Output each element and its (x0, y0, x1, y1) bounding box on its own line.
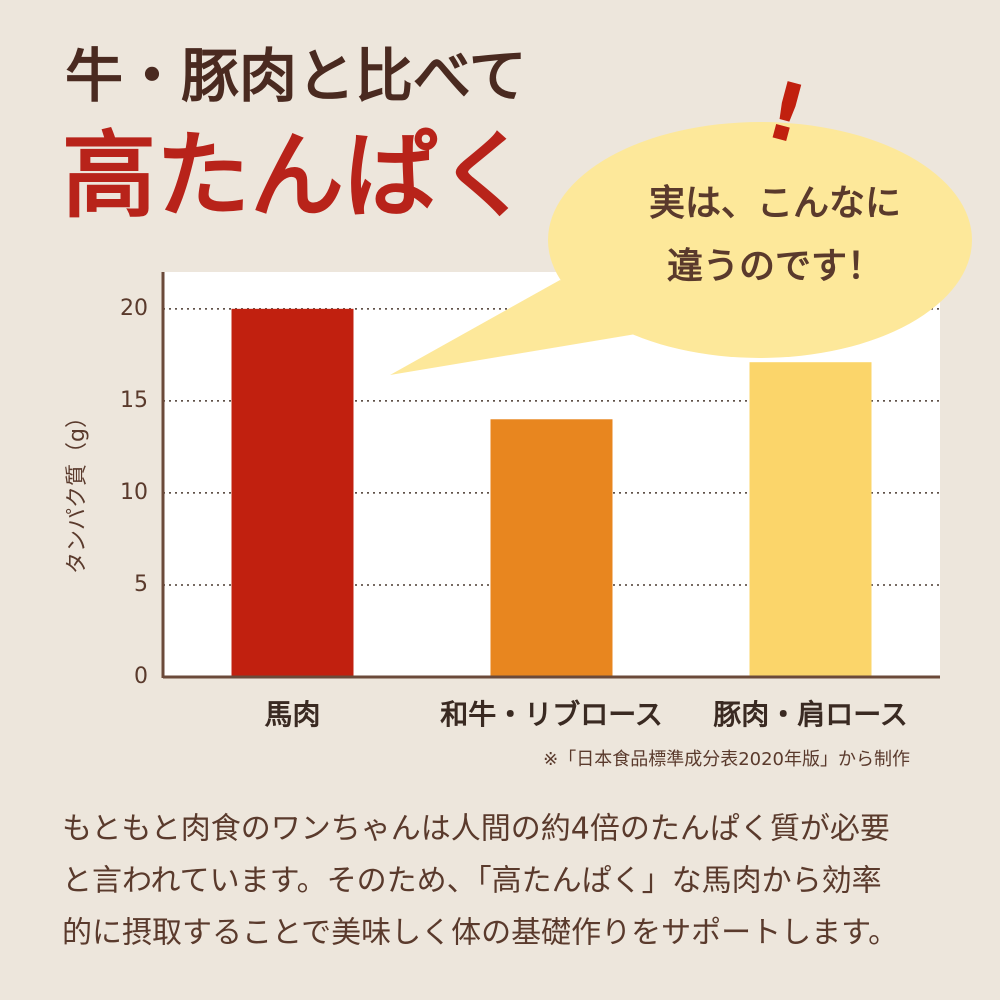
chart-subtitle: 高たんぱく (62, 122, 532, 231)
bar (490, 419, 613, 677)
y-tick-label: 10 (120, 480, 148, 505)
paragraph-line: もともと肉食のワンちゃんは人間の約4倍のたんぱく質が必要 (62, 812, 890, 847)
x-tick-label: 和牛・リブロース (440, 698, 663, 731)
paragraph-line: と言われています。そのため、「高たんぱく」な馬肉から効率 (62, 864, 882, 899)
paragraph-line: 的に摂取することで美味しく体の基礎作りをサポートします。 (62, 916, 898, 951)
source-note: ※「日本食品標準成分表2020年版」から制作 (543, 749, 910, 770)
y-axis-label: タンパク質（g） (65, 406, 90, 574)
y-tick-label: 15 (120, 388, 148, 413)
bar (749, 362, 872, 677)
callout-line: 実は、こんなに (649, 183, 901, 224)
y-tick-label: 20 (120, 296, 148, 321)
bar (231, 308, 354, 677)
y-tick-label: 0 (134, 664, 148, 689)
chart-title: 牛・豚肉と比べて (65, 42, 527, 110)
speech-bubble (390, 122, 972, 375)
x-tick-label: 馬肉 (264, 698, 320, 731)
bubble (548, 122, 972, 358)
y-tick-label: 5 (134, 572, 148, 597)
callout-line: 違うのです！ (667, 246, 883, 287)
x-tick-label: 豚肉・肩ロース (713, 698, 908, 731)
